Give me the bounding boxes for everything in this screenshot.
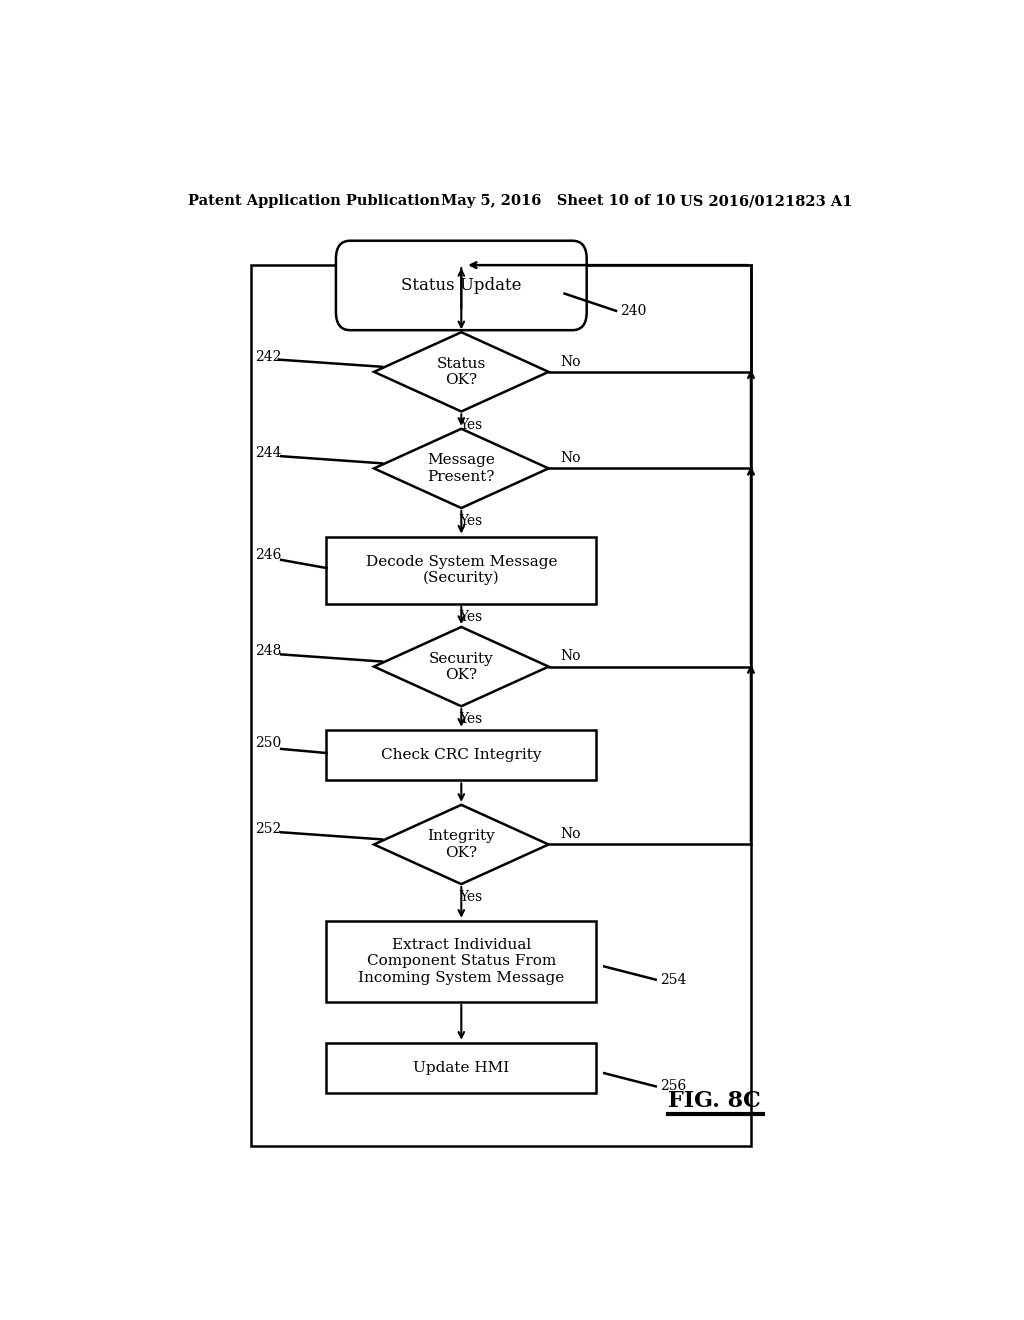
Text: Patent Application Publication: Patent Application Publication xyxy=(187,194,439,209)
Text: 252: 252 xyxy=(255,822,282,837)
Text: Integrity
OK?: Integrity OK? xyxy=(427,829,496,859)
Text: 248: 248 xyxy=(255,644,282,659)
FancyBboxPatch shape xyxy=(336,240,587,330)
Bar xyxy=(327,730,596,780)
Bar xyxy=(327,536,596,603)
Text: US 2016/0121823 A1: US 2016/0121823 A1 xyxy=(680,194,852,209)
Text: Extract Individual
Component Status From
Incoming System Message: Extract Individual Component Status From… xyxy=(358,939,564,985)
Polygon shape xyxy=(374,333,549,412)
Text: No: No xyxy=(560,649,581,664)
Text: Yes: Yes xyxy=(459,713,482,726)
Bar xyxy=(327,1043,596,1093)
Bar xyxy=(327,921,596,1002)
Polygon shape xyxy=(374,805,549,884)
Text: 256: 256 xyxy=(659,1080,686,1093)
Text: No: No xyxy=(560,355,581,368)
Text: FIG. 8C: FIG. 8C xyxy=(668,1089,761,1111)
Text: Yes: Yes xyxy=(459,890,482,904)
Text: 250: 250 xyxy=(255,735,282,750)
Bar xyxy=(251,265,751,1146)
Text: Message
Present?: Message Present? xyxy=(427,453,496,483)
Text: 242: 242 xyxy=(255,350,282,363)
Text: Update HMI: Update HMI xyxy=(414,1061,509,1074)
Text: Security
OK?: Security OK? xyxy=(429,652,494,681)
Text: Decode System Message
(Security): Decode System Message (Security) xyxy=(366,554,557,585)
Text: Check CRC Integrity: Check CRC Integrity xyxy=(381,748,542,762)
Text: May 5, 2016   Sheet 10 of 10: May 5, 2016 Sheet 10 of 10 xyxy=(441,194,676,209)
Polygon shape xyxy=(374,429,549,508)
Text: Yes: Yes xyxy=(459,515,482,528)
Polygon shape xyxy=(374,627,549,706)
Text: 244: 244 xyxy=(255,446,282,461)
Text: 254: 254 xyxy=(659,973,686,986)
Text: 246: 246 xyxy=(255,548,282,562)
Text: 240: 240 xyxy=(621,304,646,318)
Text: Status
OK?: Status OK? xyxy=(436,356,486,387)
Text: No: No xyxy=(560,451,581,465)
Text: Yes: Yes xyxy=(459,610,482,623)
Text: No: No xyxy=(560,828,581,841)
Text: Yes: Yes xyxy=(459,417,482,432)
Text: Status Update: Status Update xyxy=(401,277,521,294)
